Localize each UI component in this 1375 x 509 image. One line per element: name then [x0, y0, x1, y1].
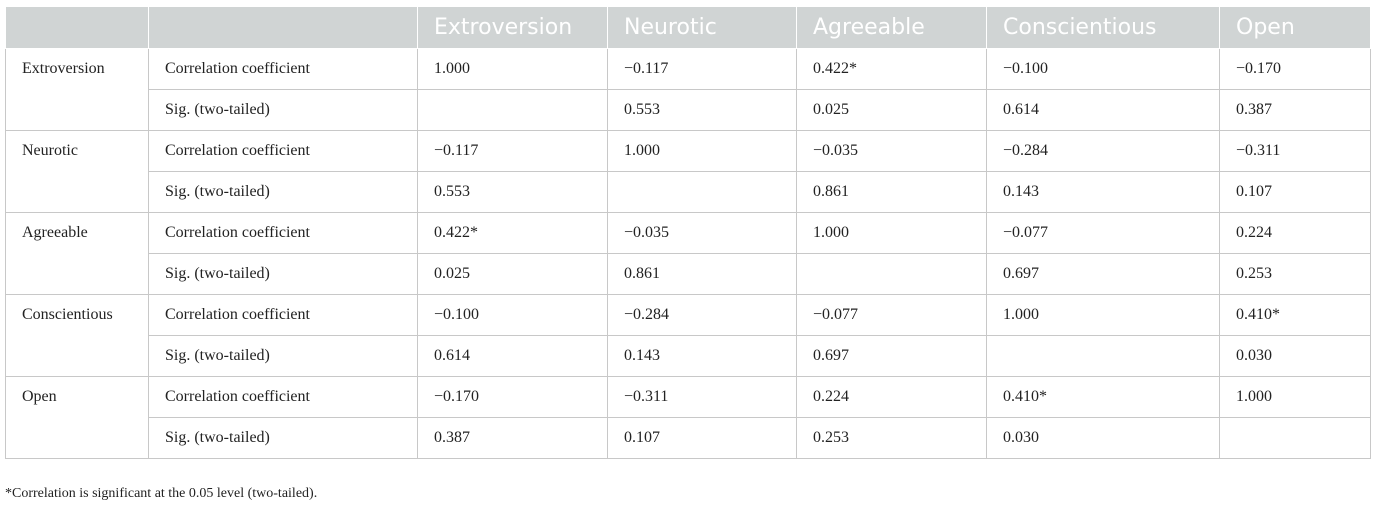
table-cell: 0.861	[796, 171, 987, 213]
table-cell	[796, 253, 987, 295]
table-cell: 0.697	[986, 253, 1220, 295]
header-cell-agreeable: Agreeable	[796, 6, 987, 49]
table-cell: 1.000	[607, 130, 797, 172]
table-cell: 0.614	[986, 89, 1220, 131]
table-cell: −0.117	[417, 130, 608, 172]
row-variable-label: Neurotic	[5, 130, 149, 213]
row-stat-label: Sig. (two-tailed)	[148, 417, 418, 459]
table-row: Sig. (two-tailed) 0.387 0.107 0.253 0.03…	[6, 417, 1371, 459]
table-cell	[417, 89, 608, 131]
table-cell: 0.422*	[417, 212, 608, 254]
correlation-table-container: Extroversion Neurotic Agreeable Conscien…	[5, 6, 1371, 459]
table-cell: −0.077	[986, 212, 1220, 254]
row-stat-label: Sig. (two-tailed)	[148, 335, 418, 377]
table-cell: 0.107	[1219, 171, 1371, 213]
table-cell: 0.253	[1219, 253, 1371, 295]
table-cell: 0.422*	[796, 48, 987, 90]
table-cell: 0.861	[607, 253, 797, 295]
table-cell: 0.253	[796, 417, 987, 459]
table-cell: 0.030	[1219, 335, 1371, 377]
table-cell: −0.100	[417, 294, 608, 336]
header-row: Extroversion Neurotic Agreeable Conscien…	[5, 6, 1371, 49]
table-cell: −0.311	[607, 376, 797, 418]
table-row: Sig. (two-tailed) 0.553 0.025 0.614 0.38…	[6, 89, 1371, 131]
table-cell: 0.143	[607, 335, 797, 377]
table-cell: 0.410*	[1219, 294, 1371, 336]
table-row: Open Correlation coefficient −0.170 −0.3…	[5, 376, 1371, 459]
table-cell: −0.311	[1219, 130, 1371, 172]
row-stat-label: Correlation coefficient	[148, 48, 418, 90]
row-stat-label: Correlation coefficient	[148, 294, 418, 336]
row-variable-label: Extroversion	[5, 48, 149, 131]
table-cell: −0.035	[796, 130, 987, 172]
table-cell	[1219, 417, 1371, 459]
header-cell-neurotic: Neurotic	[607, 6, 797, 49]
header-cell-open: Open	[1219, 6, 1371, 49]
table-cell: 0.553	[607, 89, 797, 131]
correlation-table: Extroversion Neurotic Agreeable Conscien…	[5, 6, 1371, 459]
row-variable-label: Agreeable	[5, 212, 149, 295]
table-cell: 0.387	[417, 417, 608, 459]
table-cell: 0.224	[796, 376, 987, 418]
table-cell: 0.030	[986, 417, 1220, 459]
table-cell: 0.387	[1219, 89, 1371, 131]
row-variable-label: Open	[5, 376, 149, 459]
table-row: Sig. (two-tailed) 0.614 0.143 0.697 0.03…	[6, 335, 1371, 377]
table-cell: −0.077	[796, 294, 987, 336]
table-cell	[986, 335, 1220, 377]
table-cell: 1.000	[417, 48, 608, 90]
table-cell	[607, 171, 797, 213]
table-cell: −0.117	[607, 48, 797, 90]
table-cell: 0.025	[417, 253, 608, 295]
row-stat-label: Correlation coefficient	[148, 212, 418, 254]
table-cell: 0.224	[1219, 212, 1371, 254]
table-cell: −0.170	[417, 376, 608, 418]
table-row: Extroversion Correlation coefficient 1.0…	[5, 48, 1371, 131]
table-cell: 0.697	[796, 335, 987, 377]
table-body: Extroversion Correlation coefficient 1.0…	[5, 48, 1371, 459]
table-header: Extroversion Neurotic Agreeable Conscien…	[5, 6, 1371, 49]
table-cell: 1.000	[796, 212, 987, 254]
row-stat-label: Sig. (two-tailed)	[148, 253, 418, 295]
header-cell-conscientious: Conscientious	[986, 6, 1220, 49]
header-cell-blank-1	[5, 6, 149, 49]
row-stat-label: Sig. (two-tailed)	[148, 89, 418, 131]
table-row: Sig. (two-tailed) 0.553 0.861 0.143 0.10…	[6, 171, 1371, 213]
row-stat-label: Correlation coefficient	[148, 130, 418, 172]
table-cell: −0.284	[607, 294, 797, 336]
table-cell: 1.000	[986, 294, 1220, 336]
table-cell: 0.614	[417, 335, 608, 377]
table-row: Agreeable Correlation coefficient 0.422*…	[5, 212, 1371, 295]
table-cell: 0.410*	[986, 376, 1220, 418]
table-cell: −0.100	[986, 48, 1220, 90]
table-row: Sig. (two-tailed) 0.025 0.861 0.697 0.25…	[6, 253, 1371, 295]
table-cell: 0.025	[796, 89, 987, 131]
table-cell: −0.035	[607, 212, 797, 254]
table-row: Conscientious Correlation coefficient −0…	[5, 294, 1371, 377]
table-row: Neurotic Correlation coefficient −0.117 …	[5, 130, 1371, 213]
table-cell: 1.000	[1219, 376, 1371, 418]
table-footnote: *Correlation is significant at the 0.05 …	[5, 486, 318, 501]
row-stat-label: Correlation coefficient	[148, 376, 418, 418]
table-cell: 0.553	[417, 171, 608, 213]
header-cell-extroversion: Extroversion	[417, 6, 608, 49]
row-stat-label: Sig. (two-tailed)	[148, 171, 418, 213]
header-cell-blank-2	[148, 6, 418, 49]
table-cell: 0.143	[986, 171, 1220, 213]
table-cell: −0.170	[1219, 48, 1371, 90]
row-variable-label: Conscientious	[5, 294, 149, 377]
table-cell: 0.107	[607, 417, 797, 459]
table-cell: −0.284	[986, 130, 1220, 172]
